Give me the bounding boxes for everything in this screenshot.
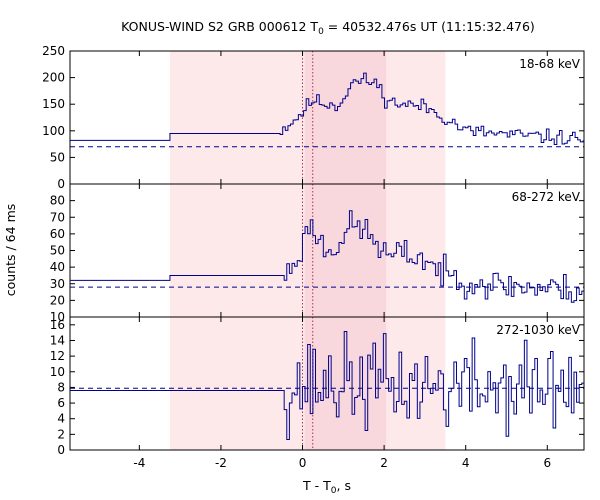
y-tick-label: 60 — [50, 227, 65, 241]
chart-title-subscript: 0 — [318, 27, 324, 37]
y-tick-label: 0 — [57, 177, 65, 191]
x-tick-label: 2 — [380, 456, 388, 470]
y-tick-label: 14 — [50, 333, 65, 347]
x-tick-label: -2 — [215, 456, 227, 470]
y-tick-label: 10 — [50, 310, 65, 324]
x-tick-label: 4 — [462, 456, 470, 470]
x-axis-title-main: T - T — [302, 478, 331, 493]
x-axis-title: T - T0, s — [302, 478, 351, 496]
y-tick-label: 16 — [50, 318, 65, 332]
y-tick-label: 50 — [50, 150, 65, 164]
chart-title-main: KONUS-WIND S2 GRB 000612 T — [121, 19, 318, 34]
y-tick-label: 70 — [50, 210, 65, 224]
chart-title: KONUS-WIND S2 GRB 000612 T0 = 40532.476s… — [121, 19, 535, 37]
x-axis-title-rest: , s — [337, 478, 351, 493]
panel-1: 0 50 100 150 200 250 18-68 keV — [42, 44, 585, 191]
lightcurve-series — [70, 210, 584, 303]
y-tick-label: 30 — [50, 277, 65, 291]
y-tick-label: 40 — [50, 260, 65, 274]
y-tick-label: 4 — [57, 412, 65, 426]
panel-frame — [69, 316, 585, 451]
y-tick-label: 20 — [50, 293, 65, 307]
y-axis-title: counts / 64 ms — [3, 204, 18, 297]
y-tick-label: 200 — [42, 71, 65, 85]
energy-band-label: 272-1030 keV — [496, 323, 580, 337]
y-tick-label: 80 — [50, 194, 65, 208]
y-tick-label: 12 — [50, 349, 65, 363]
lightcurve-series — [70, 330, 584, 441]
shaded-interval-2 — [304, 51, 387, 184]
shaded-interval-2 — [304, 184, 387, 317]
x-axis-title-subscript: 0 — [331, 486, 337, 496]
y-tick-label: 100 — [42, 124, 65, 138]
x-tick-label: -4 — [133, 456, 145, 470]
x-tick-label: 6 — [543, 456, 551, 470]
y-tick-label: 0 — [57, 443, 65, 457]
y-tick-label: 50 — [50, 244, 65, 258]
energy-band-label: 18-68 keV — [519, 57, 581, 71]
panel-2: 10 20 30 40 50 60 70 80 68-272 keV — [50, 183, 585, 324]
lightcurve-series — [70, 72, 584, 145]
y-tick-label: 10 — [50, 365, 65, 379]
y-tick-label: 6 — [57, 396, 65, 410]
x-tick-label: 0 — [299, 456, 307, 470]
y-tick-label: 2 — [57, 427, 65, 441]
y-tick-label: 150 — [42, 97, 65, 111]
shaded-interval-2 — [304, 317, 387, 450]
y-tick-label: 250 — [42, 44, 65, 58]
chart-title-rest: = 40532.476s UT (11:15:32.476) — [324, 19, 535, 34]
energy-band-label: 68-272 keV — [512, 190, 581, 204]
y-tick-label: 8 — [57, 380, 65, 394]
